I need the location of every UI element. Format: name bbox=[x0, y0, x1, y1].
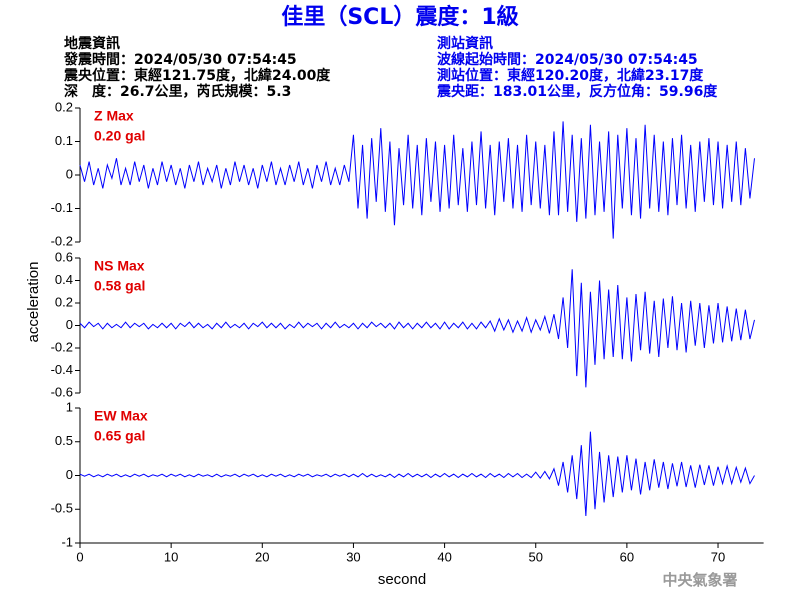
max-annotation: Z Max bbox=[94, 108, 134, 124]
y-tick-label: 0.5 bbox=[55, 433, 73, 448]
y-tick-label: -1 bbox=[61, 534, 73, 549]
y-tick-label: 0 bbox=[66, 317, 73, 332]
waveform bbox=[79, 121, 755, 239]
info-line: 測站資訊 bbox=[437, 35, 493, 52]
y-tick-label: 1 bbox=[66, 399, 73, 414]
x-tick-label: 10 bbox=[164, 549, 178, 564]
max-annotation: 0.58 gal bbox=[94, 278, 145, 294]
waveform bbox=[79, 431, 755, 517]
y-tick-label: 0 bbox=[66, 166, 73, 181]
x-tick-label: 60 bbox=[620, 549, 634, 564]
info-line: 震央位置：東經121.75度，北緯24.00度 bbox=[63, 67, 331, 84]
max-annotation: EW Max bbox=[94, 408, 148, 424]
y-tick-label: 0 bbox=[66, 467, 73, 482]
y-tick-label: -0.2 bbox=[51, 233, 73, 248]
info-line: 深 度：26.7公里，芮氏規模：5.3 bbox=[64, 83, 291, 100]
y-tick-label: 0.4 bbox=[55, 272, 73, 287]
waveform bbox=[79, 269, 755, 388]
y-tick-label: -0.4 bbox=[51, 362, 73, 377]
x-tick-label: 0 bbox=[76, 549, 83, 564]
y-tick-label: -0.2 bbox=[51, 339, 73, 354]
x-tick-label: 50 bbox=[528, 549, 542, 564]
x-tick-label: 20 bbox=[255, 549, 269, 564]
max-annotation: 0.20 gal bbox=[94, 128, 145, 144]
quake-info: 地震資訊 發震時間：2024/05/30 07:54:45 震央位置：東經121… bbox=[63, 35, 331, 100]
x-tick-label: 40 bbox=[437, 549, 451, 564]
max-annotation: NS Max bbox=[94, 258, 145, 274]
y-tick-label: -0.6 bbox=[51, 384, 73, 399]
station-info: 測站資訊 波線起始時間：2024/05/30 07:54:45 測站位置：東經1… bbox=[436, 35, 718, 100]
info-line: 發震時間：2024/05/30 07:54:45 bbox=[63, 51, 297, 68]
y-axis-label: acceleration bbox=[25, 262, 42, 343]
info-line: 地震資訊 bbox=[64, 35, 120, 52]
y-tick-label: -0.5 bbox=[51, 501, 73, 516]
y-tick-label: 0.6 bbox=[55, 249, 73, 264]
x-tick-label: 30 bbox=[346, 549, 360, 564]
info-line: 震央距：183.01公里，反方位角：59.96度 bbox=[436, 83, 718, 100]
y-tick-label: -0.1 bbox=[51, 200, 73, 215]
max-annotation: 0.65 gal bbox=[94, 428, 145, 444]
y-tick-label: 0.1 bbox=[55, 133, 73, 148]
footer: 中央氣象署 bbox=[662, 571, 737, 589]
title: 佳里（SCL）震度：1級 bbox=[281, 4, 518, 30]
info-line: 波線起始時間：2024/05/30 07:54:45 bbox=[437, 51, 698, 68]
y-tick-label: 0.2 bbox=[55, 99, 73, 114]
y-tick-label: 0.2 bbox=[55, 294, 73, 309]
x-tick-label: 70 bbox=[711, 549, 725, 564]
info-line: 測站位置：東經120.20度，北緯23.17度 bbox=[437, 67, 704, 84]
x-axis-label: second bbox=[378, 571, 426, 588]
